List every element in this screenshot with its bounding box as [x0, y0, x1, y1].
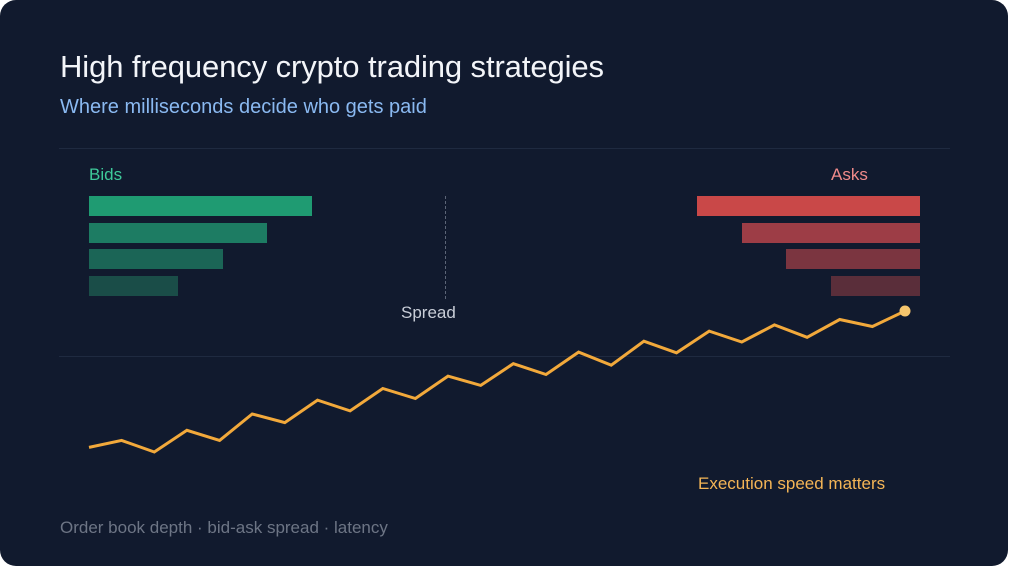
- execution-speed-label: Execution speed matters: [698, 474, 885, 494]
- price-end-dot: [900, 306, 911, 317]
- infographic-card: High frequency crypto trading strategies…: [0, 0, 1008, 566]
- footer-caption: Order book depth · bid-ask spread · late…: [60, 518, 388, 538]
- price-line: [89, 311, 905, 452]
